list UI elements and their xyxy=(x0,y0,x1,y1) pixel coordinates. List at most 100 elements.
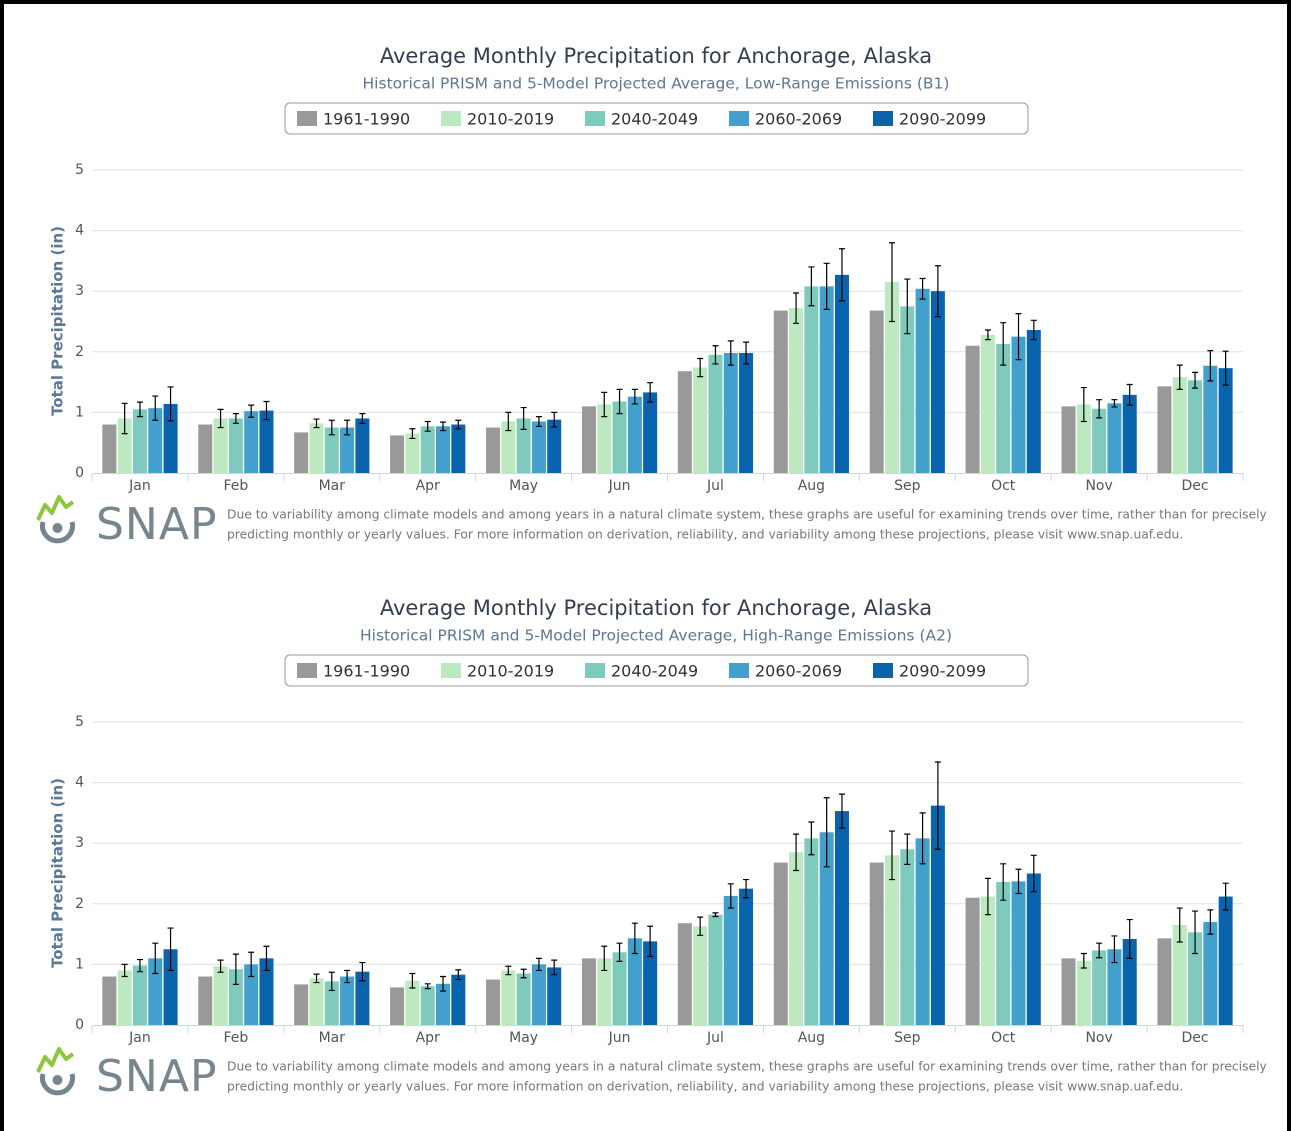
bar xyxy=(451,424,466,473)
bar xyxy=(627,938,642,1025)
error-bar xyxy=(409,972,416,989)
error-bar xyxy=(359,413,366,424)
bar xyxy=(804,838,819,1025)
bar xyxy=(132,409,147,473)
error-bar xyxy=(440,421,447,432)
bar xyxy=(547,967,562,1025)
chart-subtitle: Historical PRISM and 5-Model Projected A… xyxy=(360,627,952,645)
legend-label: 1961-1990 xyxy=(323,110,410,129)
error-bar xyxy=(136,958,143,973)
error-bar xyxy=(838,793,845,829)
bar xyxy=(228,418,243,473)
error-bar xyxy=(1222,882,1229,911)
legend-swatch xyxy=(729,111,749,126)
x-tick-label: May xyxy=(509,478,538,494)
y-tick-label: 3 xyxy=(75,835,84,851)
bar xyxy=(915,838,930,1025)
error-bar xyxy=(601,391,608,418)
error-bar xyxy=(838,248,845,302)
bar xyxy=(900,849,915,1025)
bar xyxy=(132,965,147,1025)
bar xyxy=(581,958,596,1025)
bar xyxy=(996,881,1011,1025)
bar xyxy=(1203,921,1218,1025)
bar xyxy=(547,419,562,473)
x-tick-label: Dec xyxy=(1181,478,1208,494)
error-bar xyxy=(1096,399,1103,419)
bar xyxy=(1076,404,1091,473)
error-bar xyxy=(1176,907,1183,943)
y-axis-label: Total Precipitation (in) xyxy=(49,778,67,968)
error-bar xyxy=(697,357,704,378)
error-bar xyxy=(1192,910,1199,955)
bar xyxy=(163,949,178,1025)
bar xyxy=(1061,958,1076,1025)
bar xyxy=(420,986,435,1025)
error-bar xyxy=(1080,952,1087,969)
error-bar xyxy=(888,242,895,323)
error-bar xyxy=(328,971,335,992)
legend-label: 1961-1990 xyxy=(323,662,410,681)
bar xyxy=(294,432,309,473)
chart: Average Monthly Precipitation for Anchor… xyxy=(36,596,1267,1102)
error-bar xyxy=(217,959,224,973)
bar xyxy=(1011,881,1026,1025)
bar xyxy=(117,418,132,473)
error-bar xyxy=(232,413,239,424)
error-bar xyxy=(823,797,830,868)
error-bar xyxy=(263,945,270,972)
bar xyxy=(148,958,163,1025)
error-bar xyxy=(934,761,941,850)
bar xyxy=(930,291,945,473)
error-bar xyxy=(712,345,719,365)
bar xyxy=(915,288,930,473)
error-bar xyxy=(1096,942,1103,959)
error-bar xyxy=(919,812,926,865)
error-bar xyxy=(616,942,623,962)
error-bar xyxy=(712,912,719,918)
error-bar xyxy=(631,388,638,405)
chart-title: Average Monthly Precipitation for Anchor… xyxy=(380,596,932,620)
bar xyxy=(294,984,309,1025)
bar xyxy=(501,421,516,473)
error-bar xyxy=(440,975,447,992)
error-bar xyxy=(1207,349,1214,382)
x-tick-label: Sep xyxy=(894,478,921,494)
error-bar xyxy=(616,388,623,415)
error-bar xyxy=(167,927,174,972)
error-bar xyxy=(551,959,558,976)
error-bar xyxy=(455,969,462,981)
logo-dot xyxy=(52,523,63,533)
legend-label: 2060-2069 xyxy=(755,662,842,681)
error-bar xyxy=(535,957,542,972)
legend-label: 2090-2099 xyxy=(899,662,986,681)
logo-text: SNAP xyxy=(96,1051,217,1102)
bar xyxy=(930,805,945,1025)
bar xyxy=(486,979,501,1025)
y-tick-label: 4 xyxy=(75,775,84,791)
bar xyxy=(643,392,658,473)
y-tick-label: 0 xyxy=(75,465,84,481)
bar xyxy=(612,952,627,1025)
bar xyxy=(819,286,834,473)
bar xyxy=(869,862,884,1025)
note: predicting monthly or yearly values. For… xyxy=(227,1080,1183,1094)
bar xyxy=(597,404,612,473)
logo-mark xyxy=(36,1047,75,1073)
legend-box xyxy=(284,102,1029,135)
error-bar xyxy=(328,419,335,436)
bar xyxy=(309,423,324,473)
bar xyxy=(1092,950,1107,1025)
bar xyxy=(804,286,819,473)
x-tick-label: Aug xyxy=(798,478,825,494)
bar xyxy=(1076,960,1091,1025)
x-tick-label: Mar xyxy=(319,1030,346,1046)
error-bar xyxy=(1126,918,1133,959)
bar xyxy=(228,969,243,1025)
x-tick-label: Apr xyxy=(416,1030,440,1046)
chart: Average Monthly Precipitation for Anchor… xyxy=(36,44,1267,550)
x-tick-label: Nov xyxy=(1085,1030,1112,1046)
error-bar xyxy=(1015,868,1022,895)
bar xyxy=(102,424,117,473)
bar xyxy=(980,334,995,473)
